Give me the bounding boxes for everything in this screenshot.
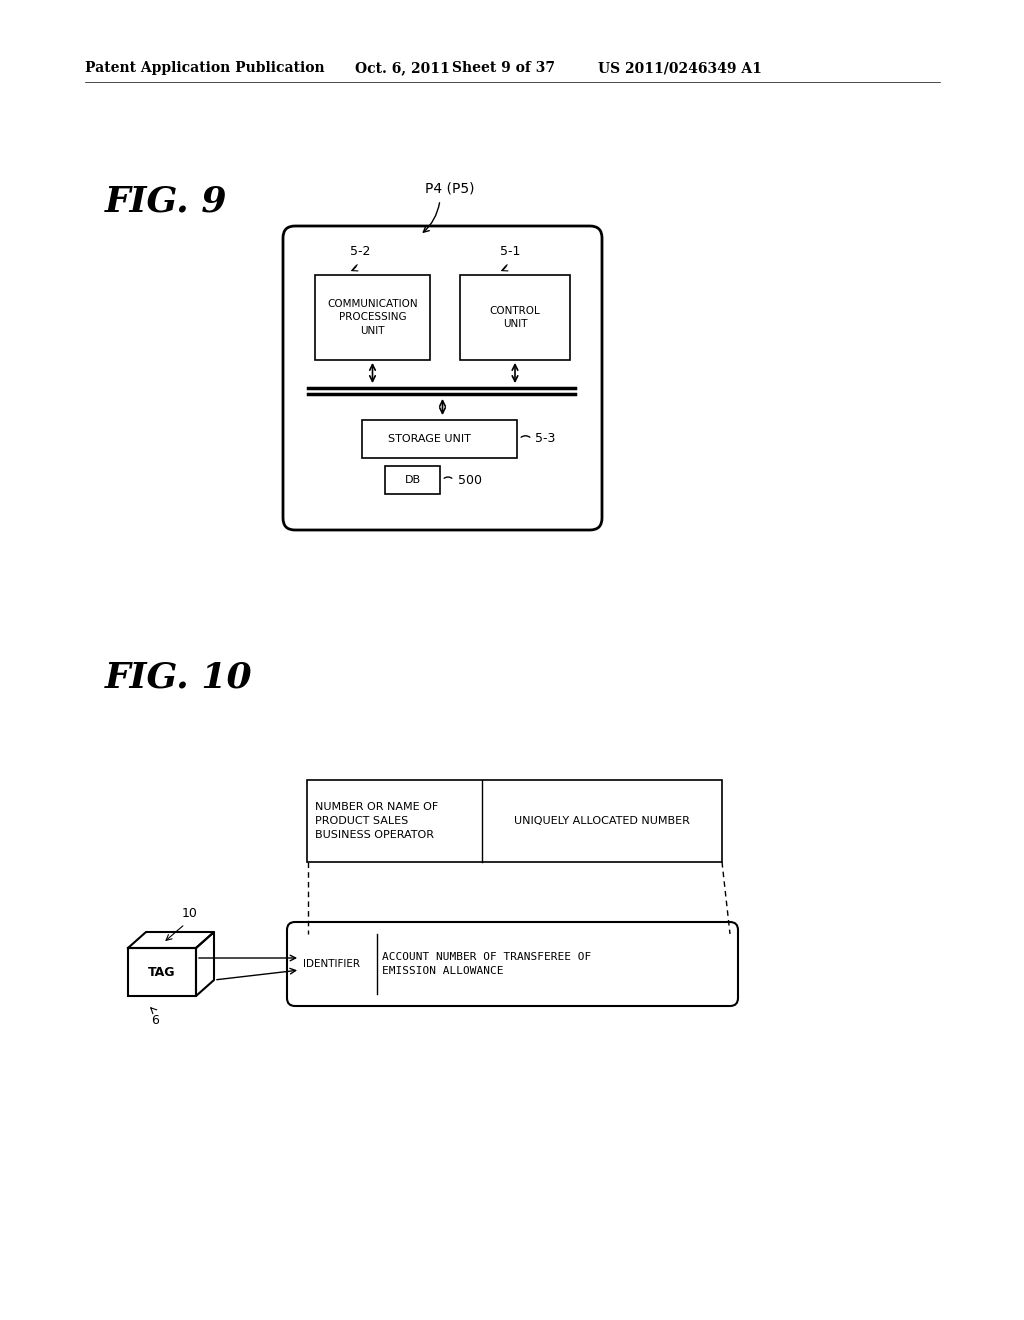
FancyBboxPatch shape (287, 921, 738, 1006)
Text: 6: 6 (152, 1014, 159, 1027)
Text: 10: 10 (182, 907, 198, 920)
Text: 500: 500 (458, 474, 482, 487)
Bar (460, 275, 570, 360)
Bar (128, 948, 196, 997)
Text: 5-3: 5-3 (535, 433, 555, 446)
Text: 5-1: 5-1 (500, 246, 520, 257)
Text: Patent Application Publication: Patent Application Publication (85, 61, 325, 75)
Text: NUMBER OR NAME OF
PRODUCT SALES
BUSINESS OPERATOR: NUMBER OR NAME OF PRODUCT SALES BUSINESS… (315, 803, 438, 840)
Bar (315, 275, 430, 360)
Text: 5-2: 5-2 (350, 246, 371, 257)
Text: CONTROL
UNIT: CONTROL UNIT (489, 306, 541, 329)
Text: COMMUNICATION
PROCESSING
UNIT: COMMUNICATION PROCESSING UNIT (328, 300, 418, 335)
Text: FIG. 10: FIG. 10 (105, 660, 253, 694)
Text: ACCOUNT NUMBER OF TRANSFEREE OF
EMISSION ALLOWANCE: ACCOUNT NUMBER OF TRANSFEREE OF EMISSION… (382, 952, 591, 975)
FancyBboxPatch shape (283, 226, 602, 531)
Text: UNIQUELY ALLOCATED NUMBER: UNIQUELY ALLOCATED NUMBER (514, 816, 690, 826)
Text: FIG. 9: FIG. 9 (105, 185, 227, 219)
Text: US 2011/0246349 A1: US 2011/0246349 A1 (598, 61, 762, 75)
Text: STORAGE UNIT: STORAGE UNIT (388, 434, 471, 444)
Text: IDENTIFIER: IDENTIFIER (303, 960, 360, 969)
Text: Sheet 9 of 37: Sheet 9 of 37 (452, 61, 555, 75)
Bar (307, 780, 722, 862)
Bar (362, 420, 517, 458)
Text: DB: DB (404, 475, 421, 484)
Bar (385, 466, 440, 494)
Text: P4 (P5): P4 (P5) (425, 181, 475, 195)
Text: Oct. 6, 2011: Oct. 6, 2011 (355, 61, 450, 75)
Text: TAG: TAG (148, 965, 176, 978)
